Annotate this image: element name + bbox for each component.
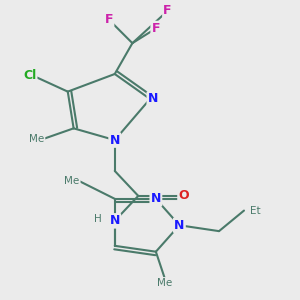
Text: N: N	[148, 92, 158, 106]
Text: N: N	[110, 214, 120, 227]
Text: N: N	[148, 92, 158, 106]
Text: F: F	[152, 22, 160, 35]
Text: Me: Me	[29, 134, 44, 144]
Text: F: F	[164, 4, 172, 17]
Text: Me: Me	[29, 134, 44, 144]
Text: N: N	[110, 134, 120, 147]
Text: F: F	[105, 13, 113, 26]
Text: Cl: Cl	[23, 69, 36, 82]
Text: Me: Me	[64, 176, 80, 186]
Text: F: F	[164, 4, 172, 17]
Text: N: N	[151, 192, 161, 205]
Text: Me: Me	[157, 278, 172, 288]
Text: N: N	[110, 214, 120, 227]
Text: Me: Me	[64, 176, 80, 186]
Text: Me: Me	[157, 278, 172, 288]
Text: F: F	[105, 13, 113, 26]
Text: Et: Et	[250, 206, 260, 216]
Text: N: N	[110, 134, 120, 147]
Text: N: N	[151, 192, 161, 205]
Text: Cl: Cl	[23, 69, 36, 82]
Text: F: F	[152, 22, 160, 35]
Text: H: H	[94, 214, 101, 224]
Text: N: N	[174, 219, 184, 232]
Text: O: O	[178, 189, 189, 203]
Text: O: O	[178, 189, 189, 203]
Text: N: N	[174, 219, 184, 232]
